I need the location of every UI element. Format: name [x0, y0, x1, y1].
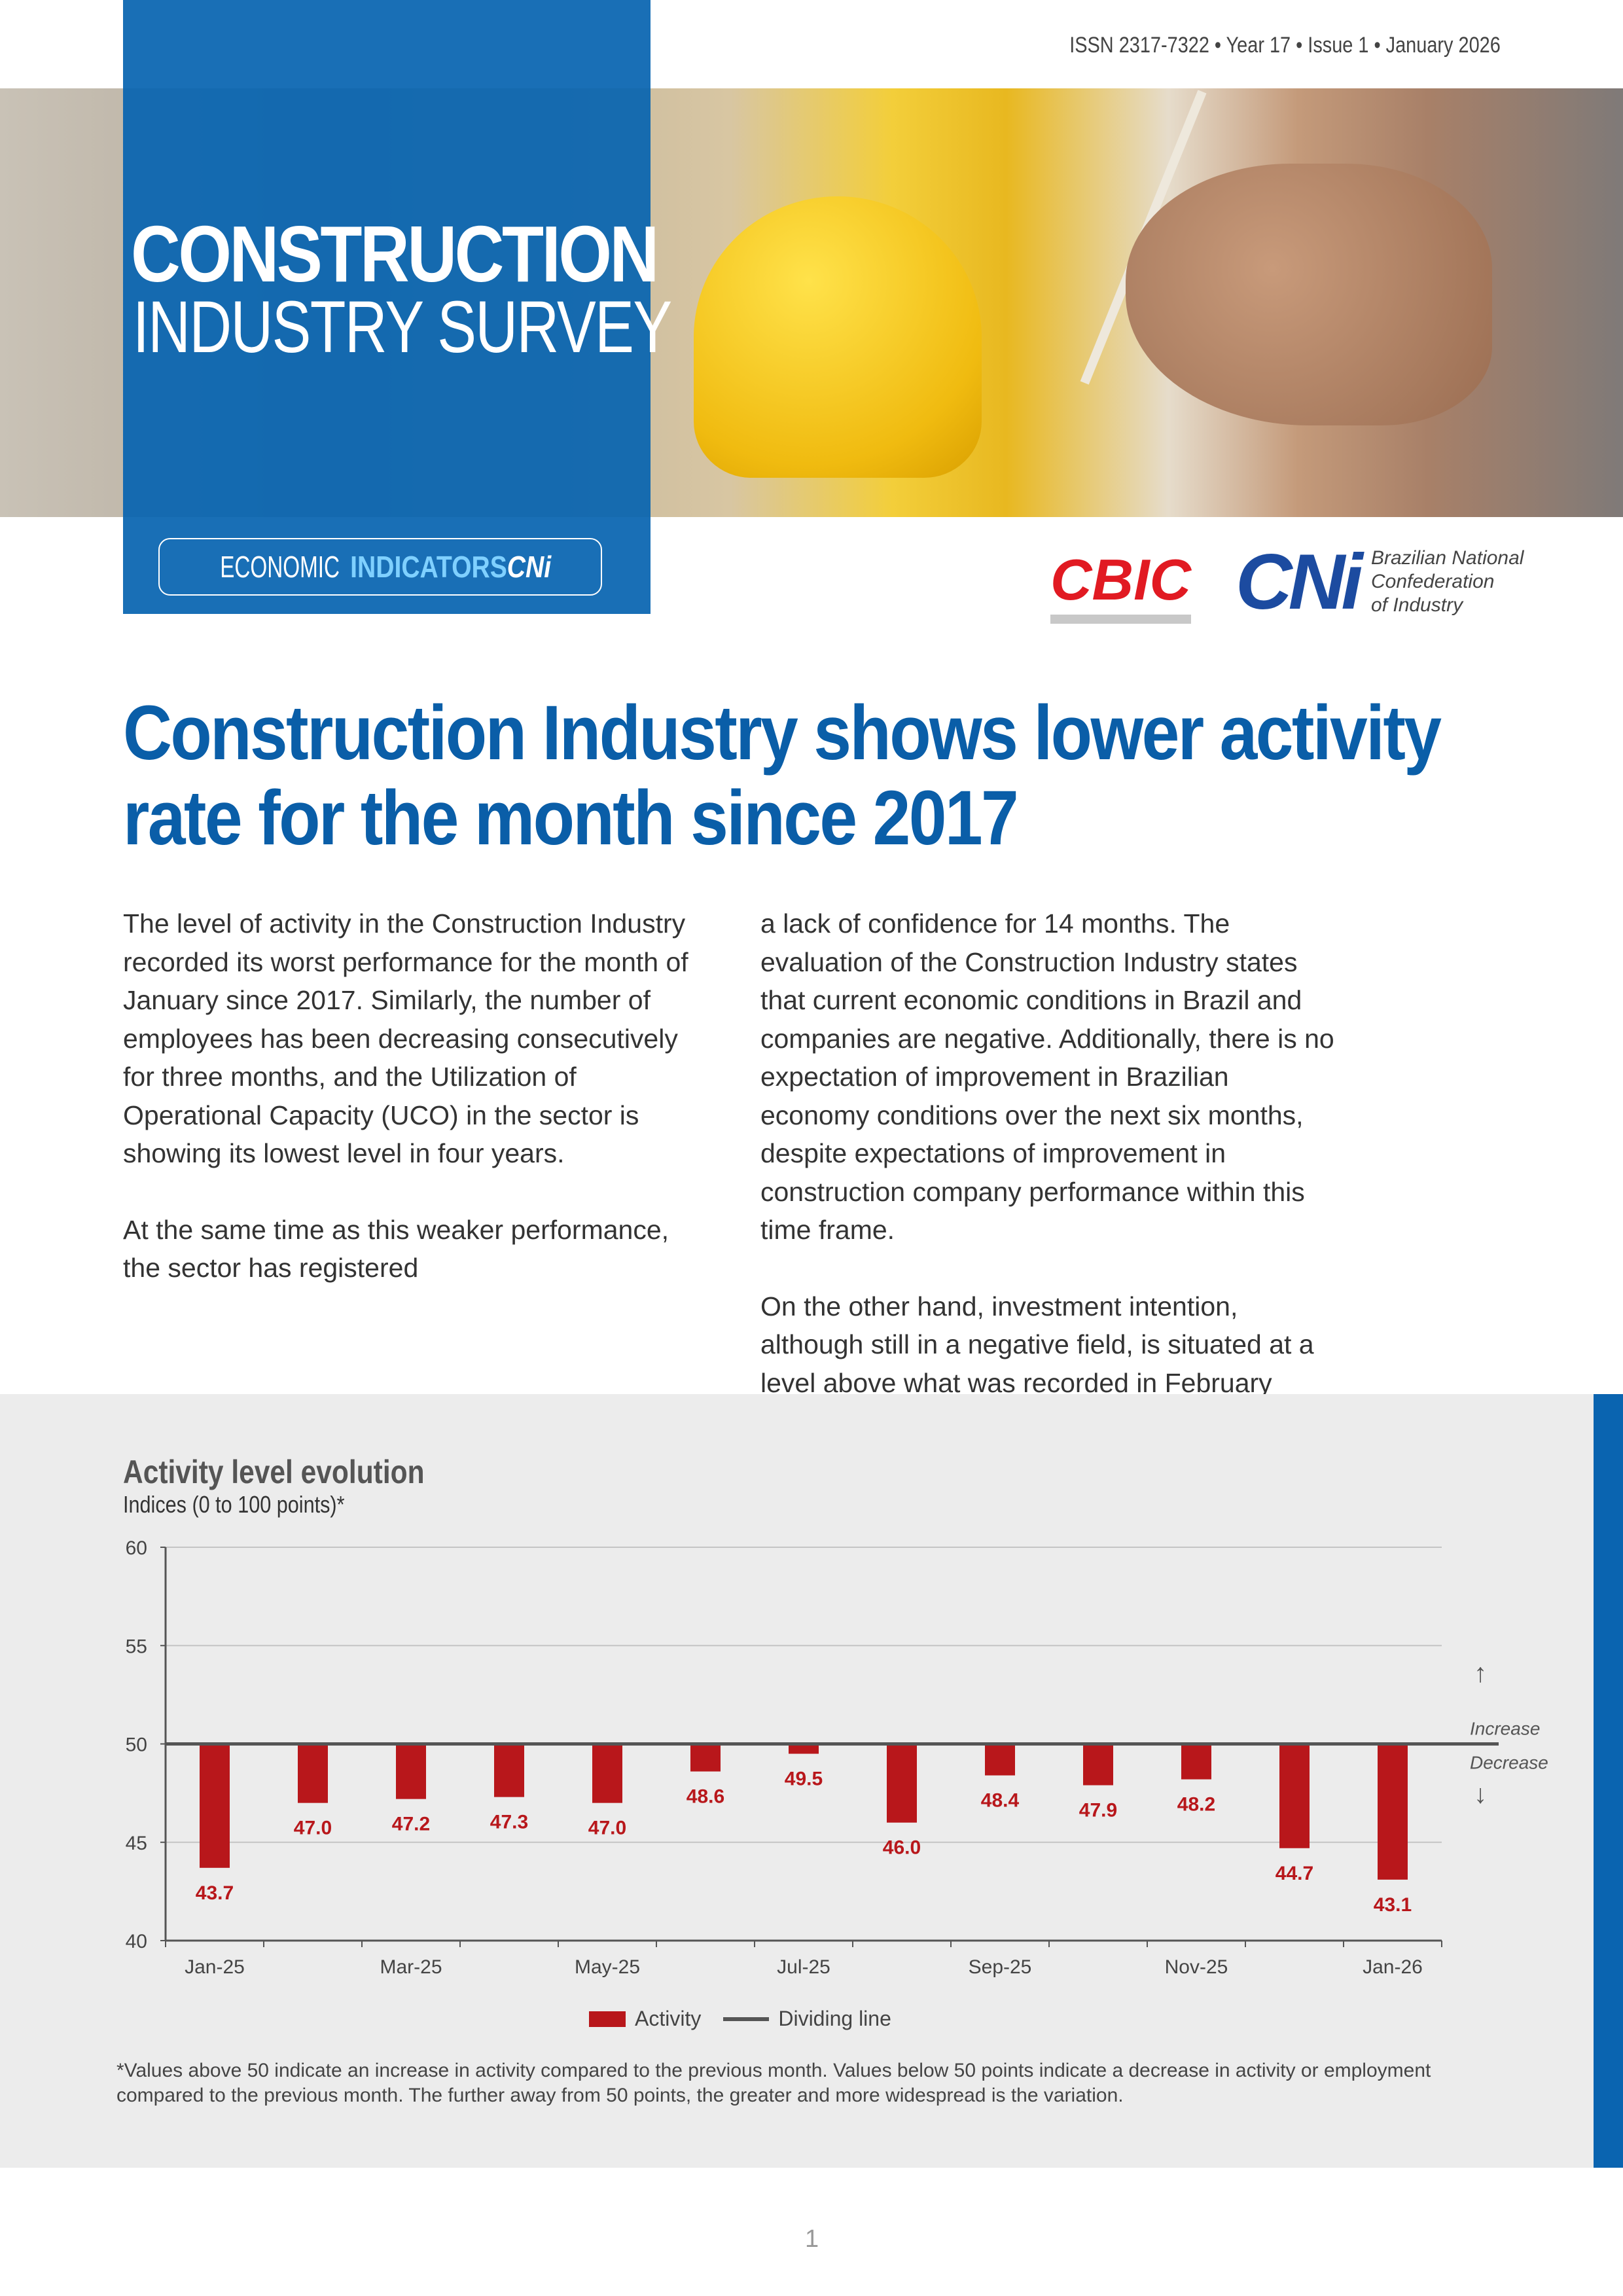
arrow-up-icon: ↑: [1474, 1659, 1487, 1688]
hand-image: [1126, 164, 1492, 425]
paragraph: At the same time as this weaker performa…: [123, 1214, 669, 1283]
value-label: 49.5: [785, 1768, 823, 1790]
y-tick-label: 60: [126, 1537, 147, 1559]
headline: Construction Industry shows lower activi…: [123, 690, 1442, 861]
bar-oct-25: [1083, 1744, 1113, 1785]
bar-jan-26: [1378, 1744, 1408, 1880]
publication-subtitle: INDUSTRY SURVEY: [133, 286, 672, 368]
series-b: INDICATORS: [350, 550, 507, 584]
body-column-2: a lack of confidence for 14 months. The …: [760, 905, 1336, 1479]
chart-footnote: *Values above 50 indicate an increase in…: [116, 2060, 1431, 2106]
y-tick-label: 40: [126, 1931, 147, 1952]
bar-apr-25: [494, 1744, 524, 1797]
series-a: ECONOMIC: [220, 550, 340, 584]
value-label: 47.9: [1079, 1800, 1117, 1821]
paragraph: a lack of confidence for 14 months. The …: [760, 908, 1334, 1245]
legend-activity-swatch: [589, 2011, 626, 2027]
bar-aug-25: [887, 1744, 917, 1823]
bar-dec-25: [1279, 1744, 1310, 1848]
x-tick-label: Jul-25: [777, 1956, 830, 1978]
y-tick-label: 45: [126, 1833, 147, 1854]
value-label: 47.0: [294, 1818, 332, 1839]
paragraph: On the other hand, investment intention,…: [760, 1291, 1314, 1437]
value-label: 47.2: [392, 1814, 430, 1835]
x-tick-label: Sep-25: [969, 1956, 1032, 1978]
helmet-image: [694, 196, 982, 478]
economic-indicators-badge: ECONOMIC INDICATORSCNi: [158, 538, 602, 596]
bar-feb-25: [298, 1744, 328, 1803]
title-band: [123, 0, 651, 614]
bar-jan-25: [200, 1744, 230, 1868]
x-tick-label: Nov-25: [1165, 1956, 1228, 1978]
increase-label: Increase: [1470, 1719, 1540, 1739]
x-tick-label: Jan-25: [185, 1956, 245, 1978]
value-label: 48.2: [1177, 1794, 1215, 1816]
value-label: 46.0: [883, 1837, 921, 1859]
cni-text-line: of Industry: [1371, 594, 1463, 616]
bar-jul-25: [789, 1744, 819, 1754]
cni-logo: CNi: [1236, 538, 1363, 626]
bar-jun-25: [690, 1744, 721, 1772]
legend-dividing-line: Dividing line: [778, 2007, 891, 2030]
cni-text-line: Confederation: [1371, 571, 1495, 592]
activity-chart: 40 45 50 55 60 43.7 Jan-25 47.0 47.2 Mar-25 47.3 47…: [126, 1537, 1548, 1978]
x-tick-label: Mar-25: [380, 1956, 442, 1978]
value-label: 43.1: [1374, 1894, 1412, 1916]
bar-sep-25: [985, 1744, 1015, 1776]
chart-title: Activity level evolution: [123, 1454, 425, 1490]
series-c: CNi: [507, 550, 552, 584]
legend-activity: Activity: [635, 2007, 702, 2030]
bar-nov-25: [1181, 1744, 1211, 1780]
decrease-label: Decrease: [1470, 1753, 1548, 1773]
y-tick-label: 50: [126, 1734, 147, 1756]
value-label: 47.0: [588, 1818, 626, 1839]
body-column-1: The level of activity in the Constructio…: [123, 905, 699, 1325]
legend-dividing-swatch: [723, 2017, 770, 2021]
value-label: 43.7: [196, 1882, 234, 1904]
page-number: 1: [805, 2225, 819, 2253]
value-label: 48.6: [687, 1786, 724, 1808]
paragraph: The level of activity in the Constructio…: [123, 908, 688, 1168]
cni-text-line: Brazilian National: [1371, 547, 1524, 569]
publication-title: CONSTRUCTION: [131, 209, 659, 298]
cbic-logo: CBIC: [1050, 547, 1192, 624]
issn-line: ISSN 2317-7322 • Year 17 • Issue 1 • Jan…: [1069, 33, 1501, 58]
x-tick-label: May-25: [575, 1956, 640, 1978]
x-tick-label: Jan-26: [1363, 1956, 1423, 1978]
value-label: 44.7: [1275, 1863, 1313, 1884]
bar-mar-25: [396, 1744, 426, 1799]
cni-logo-text: Brazilian National Confederation of Indu…: [1371, 547, 1524, 617]
value-label: 47.3: [490, 1812, 528, 1833]
chart-legend: Activity Dividing line: [589, 2007, 891, 2031]
value-label: 48.4: [981, 1790, 1020, 1812]
chart-panel: [0, 1394, 1594, 2168]
chart-subtitle: Indices (0 to 100 points)*: [123, 1491, 345, 1518]
side-strip: [1594, 1394, 1623, 2168]
y-tick-label: 55: [126, 1636, 147, 1657]
bar-may-25: [592, 1744, 622, 1803]
arrow-down-icon: ↓: [1474, 1780, 1487, 1809]
